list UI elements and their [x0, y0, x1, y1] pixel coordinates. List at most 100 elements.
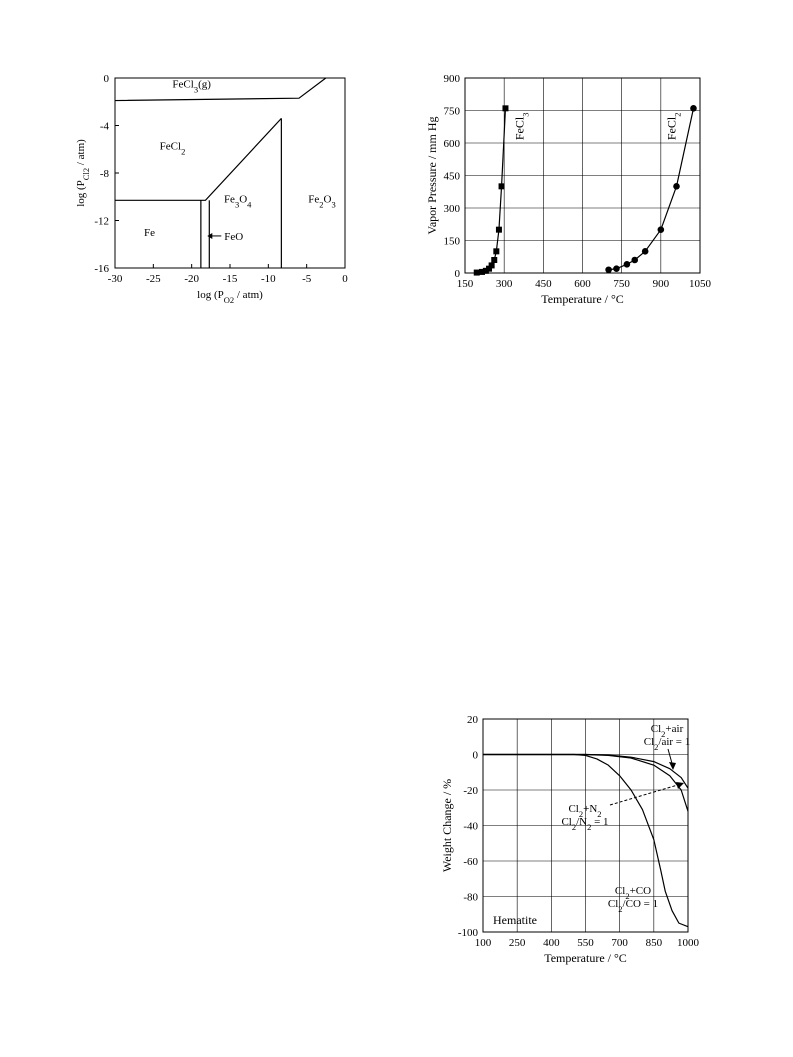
data-point-FeCl3 [478, 268, 485, 275]
y-tick-label: -8 [100, 168, 110, 180]
y-tick-label: 20 [467, 714, 479, 726]
y-tick-label: 0 [473, 750, 479, 762]
weight-change-panel: 100 250 400 550 700 850 1000 20 0 -20 -40 -60 -80 -10… [435, 705, 715, 975]
data-point-FeCl3 [486, 265, 493, 272]
plot-frame [482, 718, 689, 933]
series-label-Cl2+air-part: Cl [651, 723, 661, 735]
series-label-Cl2+N2-part: 2 [597, 809, 601, 819]
data-point-FeCl3 [493, 248, 500, 255]
region-label-fe: Fe [144, 227, 155, 239]
y-axis-label-part: log (P [75, 180, 87, 207]
x-tick-label: 300 [496, 278, 513, 290]
data-point-FeCl3 [473, 269, 480, 276]
series-label-FeCl3-part: FeCl [512, 116, 526, 140]
series-label-Cl2+air: Cl2+air [651, 723, 684, 739]
series-ratio-Cl2+CO-part: 2 [618, 904, 622, 914]
x-tick-label: 750 [613, 278, 630, 290]
data-point-FeCl2 [641, 248, 649, 255]
series-ratio-Cl2+CO-part: Cl [608, 898, 618, 910]
y-axis-label: log (PCl2 / atm) [75, 139, 91, 207]
y-axis-label-part: Cl2 [81, 168, 91, 180]
data-point-FeCl2 [613, 265, 620, 272]
series-ratio-Cl2+N2-part: 2 [572, 822, 576, 832]
y-axis-label: Weight Change / % [440, 779, 454, 872]
phase-diagram-panel: -30 -25 -20 -15 -10 -5 0 0 -4 -8 -12 -16 FeCl3(g) FeC… [70, 70, 360, 310]
vapor-pressure-panel: 150 300 450 600 750 900 1050 0 150 300 450 600 750 90… [420, 70, 720, 315]
x-tick-label: -25 [146, 273, 161, 285]
series-label-Cl2+CO-part: Cl [615, 885, 625, 897]
data-point-FeCl2 [657, 226, 665, 233]
region-label-fe3o4-part: 4 [247, 200, 252, 210]
series-label-Cl2+N2-part: Cl [568, 803, 578, 815]
data-point-FeCl3 [502, 105, 509, 112]
feo-arrow-head [207, 232, 213, 239]
data-point-FeCl3 [491, 257, 498, 263]
arrow-head-n2 [676, 782, 684, 789]
y-tick-label: -100 [458, 927, 479, 939]
data-point-FeCl2 [690, 105, 697, 112]
x-axis-label: Temperature / °C [541, 292, 624, 306]
y-tick-label: -40 [463, 821, 478, 833]
region-label-fe3o4-part: 3 [235, 200, 239, 210]
x-tick-label: 1000 [677, 937, 700, 949]
series-label-Cl2+air-part: 2 [661, 729, 665, 739]
series-label-Cl2+N2-part: 2 [579, 809, 583, 819]
arrow-line-n2 [609, 783, 682, 806]
series-label-FeCl3-part: 3 [520, 113, 530, 117]
phase-boundary [114, 77, 327, 102]
series-label-FeCl2-part: 2 [672, 113, 682, 117]
y-tick-label: 900 [444, 73, 461, 85]
series-label-Cl2+N2: Cl2+N2 [568, 803, 601, 819]
series-line-FeCl3 [476, 108, 507, 274]
x-tick-label: 400 [543, 937, 560, 949]
weight-change-chart: 100 250 400 550 700 850 1000 20 0 -20 -40 -60 -80 -10… [440, 714, 700, 965]
y-tick-label: -20 [463, 785, 478, 797]
data-point-FeCl2 [605, 266, 612, 274]
region-label-fe2o3-part: 2 [319, 200, 323, 210]
region-label-fe-part: Fe [144, 227, 155, 239]
y-axis-label-part: / atm) [75, 139, 87, 168]
series-label-FeCl2-part: FeCl [664, 116, 678, 140]
phase-diagram: -30 -25 -20 -15 -10 -5 00-4-8-12-16FeCl3(g)FeC… [75, 73, 348, 305]
y-tick-label: 150 [444, 236, 461, 248]
x-tick-label: 100 [475, 937, 492, 949]
series-line-FeCl2 [608, 108, 695, 271]
x-tick-label: 850 [646, 937, 663, 949]
series-ratio-Cl2+air-part: Cl [644, 736, 654, 748]
x-tick-label: -15 [223, 273, 238, 285]
data-point-FeCl3 [498, 183, 505, 190]
series-label-Cl2+CO-part: +CO [630, 885, 652, 897]
x-tick-label: 150 [457, 278, 474, 290]
x-tick-label: 250 [509, 937, 526, 949]
x-tick-label: 700 [611, 937, 628, 949]
y-tick-label: 0 [455, 268, 461, 280]
series-label-FeCl2: FeCl2 [664, 113, 682, 141]
series-ratio-Cl2+air-part: 2 [654, 742, 658, 752]
series-label-FeCl3: FeCl3 [512, 113, 530, 141]
region-label-fecl3g-part: FeCl [172, 79, 193, 91]
x-tick-label: 600 [574, 278, 591, 290]
x-tick-label: 1050 [689, 278, 712, 290]
region-label-fe2o3-part: Fe [308, 194, 319, 206]
series-ratio-Cl2+N2-part: Cl [561, 816, 571, 828]
region-label-fecl2-part: 2 [181, 146, 185, 156]
x-tick-label: 0 [342, 273, 348, 285]
region-label-fecl3g-part: 3 [194, 85, 198, 95]
y-tick-label: 600 [444, 138, 461, 150]
x-tick-label: -20 [184, 273, 199, 285]
region-label-fecl2: FeCl2 [160, 140, 186, 156]
data-point-FeCl3 [495, 226, 502, 233]
series-ratio-Cl2+air-part: /air = 1 [658, 736, 690, 748]
x-tick-label: -30 [108, 273, 123, 285]
region-label-fe3o4-part: Fe [224, 194, 235, 206]
y-tick-label: -16 [94, 263, 109, 275]
y-tick-label: 300 [444, 203, 461, 215]
series-line-Cl2+CO [483, 753, 689, 928]
y-tick-label: -12 [94, 216, 109, 228]
x-tick-label: 450 [535, 278, 552, 290]
region-label-feo: FeO [224, 231, 243, 243]
x-tick-label: 550 [577, 937, 594, 949]
series-ratio-Cl2+N2-part: = 1 [591, 816, 608, 828]
region-label-fecl2-part: FeCl [160, 140, 181, 152]
region-label-fe2o3-part: 3 [331, 200, 335, 210]
